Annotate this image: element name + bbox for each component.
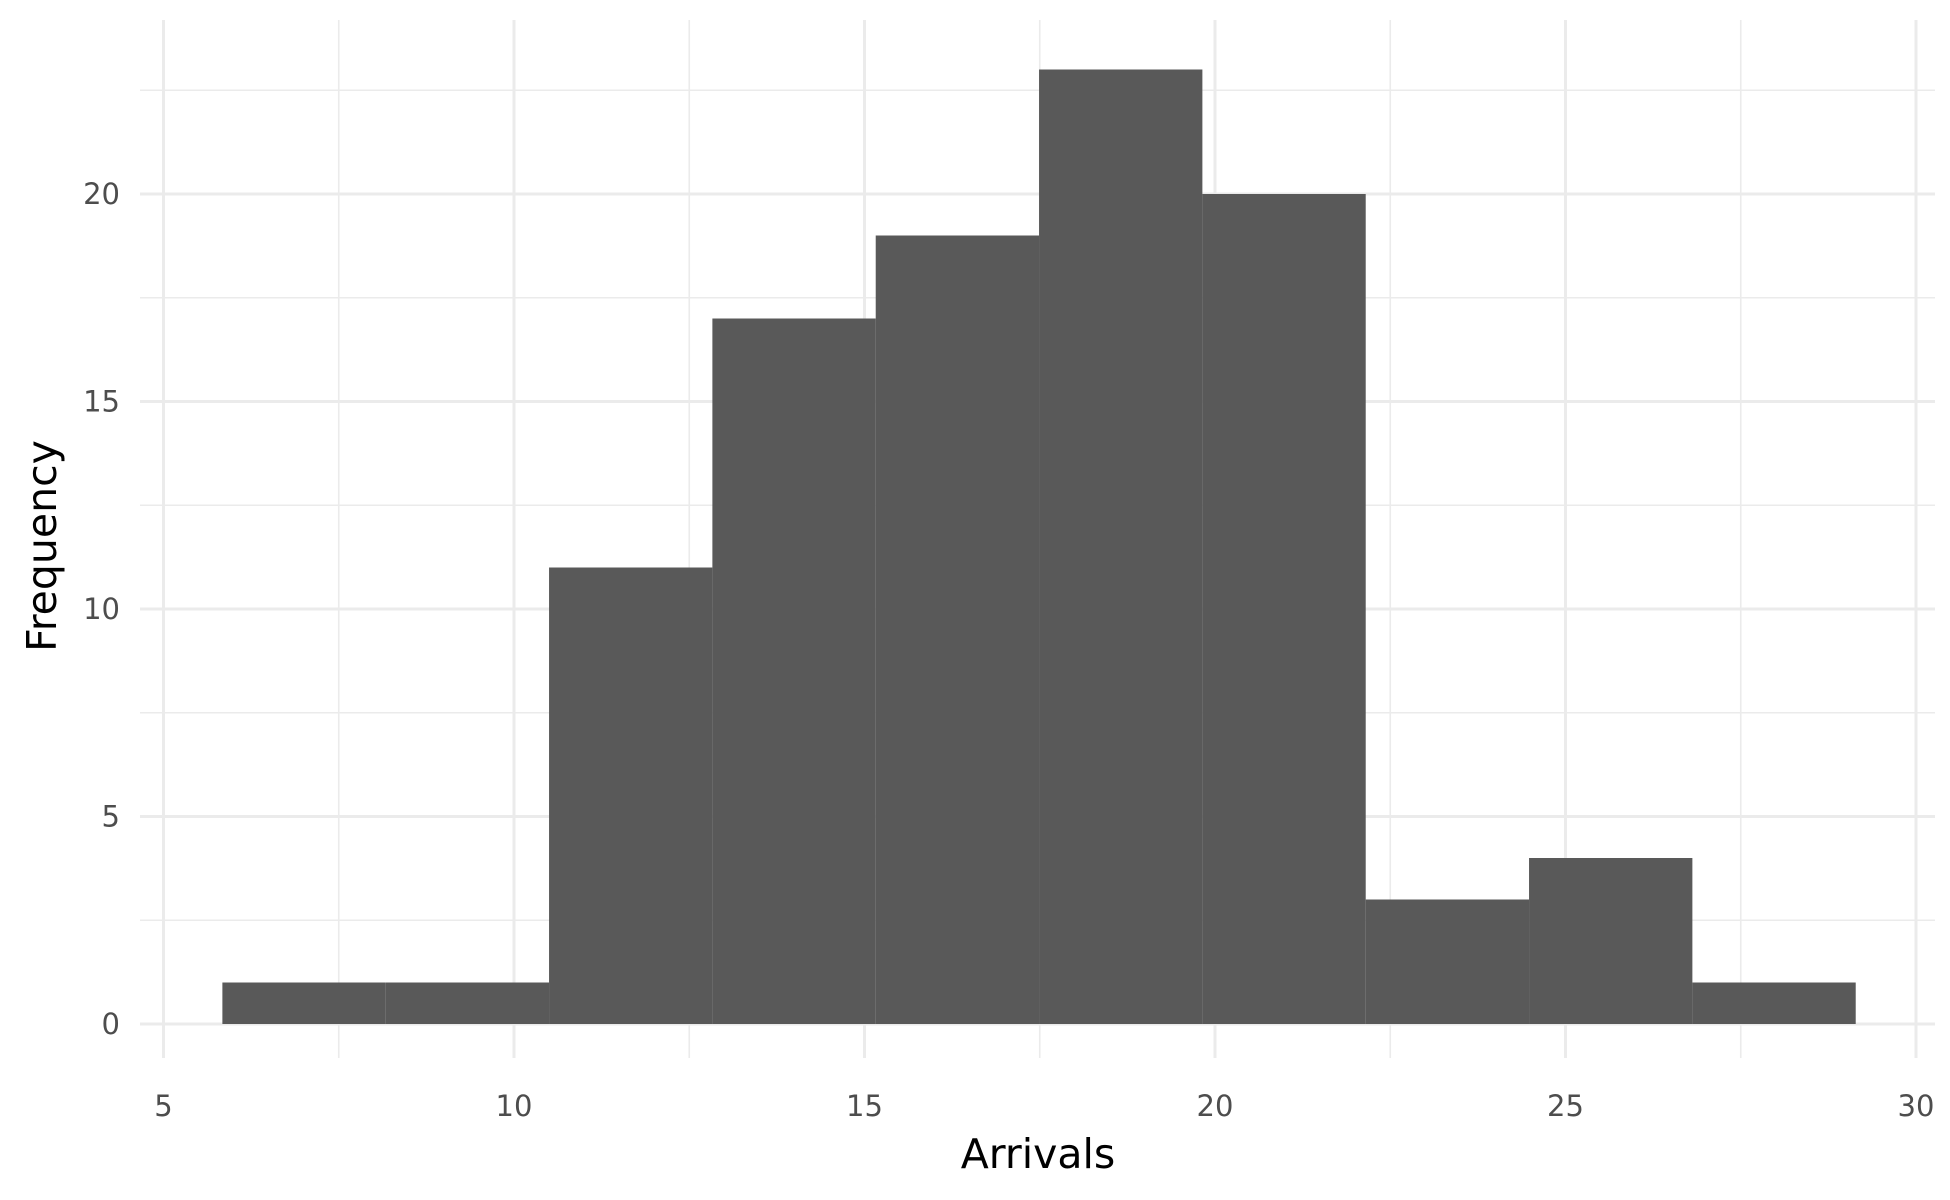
histogram-bar bbox=[385, 982, 550, 1024]
x-tick-label: 30 bbox=[1898, 1089, 1935, 1123]
histogram-bar bbox=[222, 982, 386, 1024]
x-tick-label: 15 bbox=[846, 1089, 883, 1123]
y-tick-label: 5 bbox=[102, 800, 120, 834]
x-tick-label: 25 bbox=[1547, 1089, 1584, 1123]
y-axis-ticks: 0 5 10 15 20 bbox=[83, 177, 120, 1041]
histogram-bar bbox=[549, 567, 713, 1024]
x-axis-title: Arrivals bbox=[961, 1130, 1116, 1178]
histogram-bar bbox=[1365, 899, 1530, 1024]
histogram-bar bbox=[1202, 194, 1366, 1024]
y-tick-label: 10 bbox=[83, 592, 120, 626]
y-tick-label: 15 bbox=[83, 385, 120, 419]
histogram-bar bbox=[712, 318, 876, 1024]
histogram-bar bbox=[1039, 69, 1203, 1024]
histogram-bar bbox=[1692, 982, 1856, 1024]
histogram-bar bbox=[875, 235, 1040, 1024]
y-tick-label: 0 bbox=[102, 1007, 120, 1041]
x-tick-label: 5 bbox=[154, 1089, 172, 1123]
y-tick-label: 20 bbox=[83, 177, 120, 211]
x-tick-label: 20 bbox=[1197, 1089, 1234, 1123]
histogram-bar bbox=[1529, 858, 1693, 1024]
x-tick-label: 10 bbox=[496, 1089, 533, 1123]
histogram-bars bbox=[222, 69, 1856, 1024]
y-axis-title: Frequency bbox=[18, 440, 66, 652]
x-axis-ticks: 5 10 15 20 25 30 bbox=[154, 1089, 1934, 1123]
